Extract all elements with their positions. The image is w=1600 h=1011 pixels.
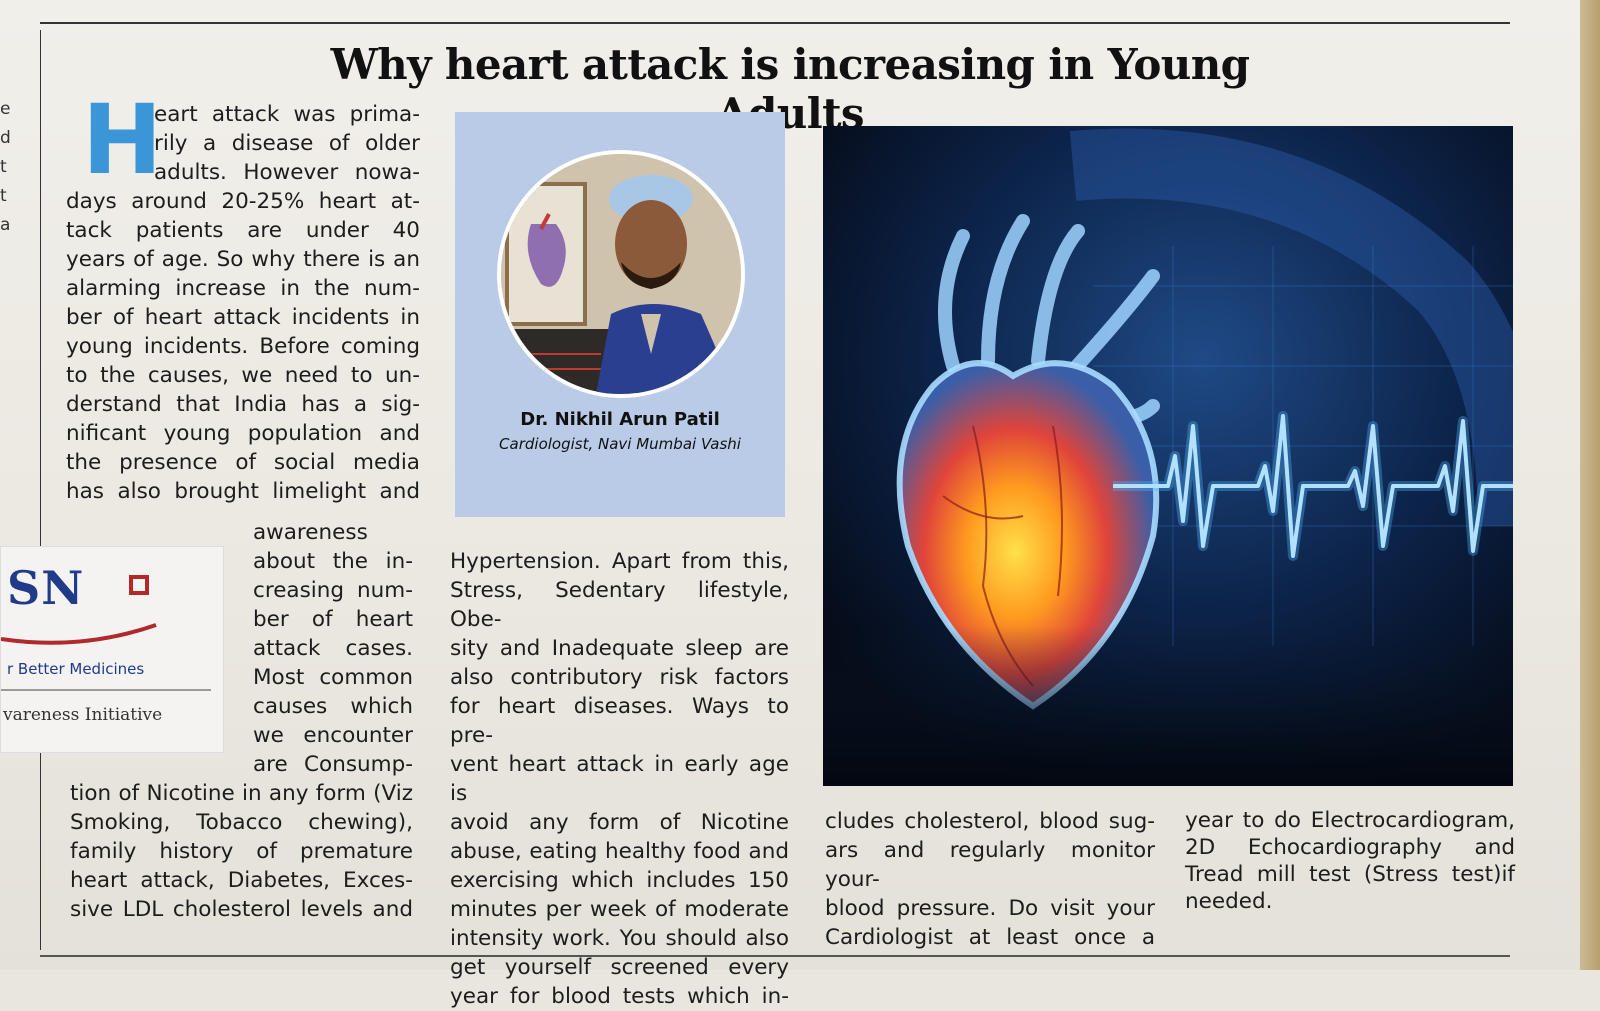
- doctor-photo-box: Dr. Nikhil Arun Patil Cardiologist, Navi…: [455, 112, 785, 517]
- text-line: family history of premature: [70, 839, 413, 864]
- text-line: Stress, Sedentary lifestyle, Obe-: [450, 578, 789, 632]
- column-2: Hypertension. Apart from this, Stress, S…: [450, 547, 789, 1011]
- text-line: year to do Electrocardiogram,: [1185, 808, 1515, 833]
- fragment-text: e: [0, 99, 11, 119]
- ad-divider: [1, 689, 211, 691]
- bottom-rule: [40, 955, 1510, 957]
- text-line: the presence of social media: [66, 450, 420, 475]
- text-line: 2D Echocardiography and: [1185, 835, 1515, 860]
- ad-swoosh-icon: [1, 623, 157, 645]
- text-line: derstand that India has a sig-: [66, 392, 420, 417]
- column-1-middle: awareness about the in- creasing num- be…: [253, 518, 413, 779]
- ad-logo: SN: [7, 561, 85, 615]
- text-line: we encounter: [253, 723, 413, 748]
- text-line: vent heart attack in early age is: [450, 752, 789, 806]
- text-line: for heart diseases. Ways to pre-: [450, 694, 789, 748]
- doctor-title: Cardiologist, Navi Mumbai Vashi: [499, 435, 741, 453]
- text-line: about the in-: [253, 549, 413, 574]
- text-line: rily a disease of older: [154, 131, 420, 156]
- column-3: cludes cholesterol, blood sug- ars and r…: [825, 807, 1155, 952]
- text-line: minutes per week of moderate: [450, 897, 789, 922]
- text-line: years of age. So why there is an: [66, 247, 420, 272]
- text-line: young incidents. Before coming: [66, 334, 420, 359]
- text-line: alarming increase in the num-: [66, 276, 420, 301]
- column-1-bottom: tion of Nicotine in any form (Viz Smokin…: [70, 779, 413, 924]
- text-line: days around 20-25% heart at-: [66, 189, 420, 214]
- text-line: creasing num-: [253, 578, 413, 603]
- text-line: ber of heart: [253, 607, 413, 632]
- text-line: to the causes, we need to un-: [66, 363, 420, 388]
- advertisement-box: SN r Better Medicines vareness Initiativ…: [0, 546, 224, 753]
- article-headline: Why heart attack is increasing in Young …: [330, 40, 1250, 138]
- text-line: causes which: [253, 694, 413, 719]
- fragment-text: d: [0, 128, 11, 148]
- fragment-text: t: [0, 157, 7, 177]
- text-line: heart attack, Diabetes, Exces-: [70, 868, 413, 893]
- text-line: get yourself screened every: [450, 955, 789, 980]
- text-line: nificant young population and: [66, 421, 420, 446]
- adjacent-article-fragment: e d t t a: [0, 95, 12, 240]
- fragment-text: a: [0, 215, 11, 235]
- text-line: are Consump-: [253, 752, 413, 777]
- heart-illustration: [823, 126, 1513, 786]
- ad-tagline: r Better Medicines: [7, 660, 145, 678]
- ad-footer-text: vareness Initiative: [3, 705, 163, 725]
- text-line: ber of heart attack incidents in: [66, 305, 420, 330]
- text-line: adults. However nowa-: [154, 160, 420, 185]
- text-line: Smoking, Tobacco chewing),: [70, 810, 413, 835]
- text-line: sive LDL cholesterol levels and: [70, 897, 413, 922]
- column-1-top: eart attack was prima- rily a disease of…: [66, 100, 420, 506]
- text-line: blood pressure. Do visit your: [825, 896, 1155, 921]
- text-line: intensity work. You should also: [450, 926, 789, 951]
- text-line: tack patients are under 40: [66, 218, 420, 243]
- text-line: Cardiologist at least once a: [825, 925, 1155, 950]
- text-line: attack cases.: [253, 636, 413, 661]
- text-line: year for blood tests which in-: [450, 984, 789, 1009]
- top-rule: [40, 22, 1510, 24]
- text-line: needed.: [1185, 889, 1273, 914]
- doctor-name: Dr. Nikhil Arun Patil: [520, 409, 720, 430]
- text-line: Hypertension. Apart from this,: [450, 549, 789, 574]
- text-line: sity and Inadequate sleep are: [450, 636, 789, 661]
- text-line: avoid any form of Nicotine: [450, 810, 789, 835]
- text-line: Most common: [253, 665, 413, 690]
- fragment-text: t: [0, 186, 7, 206]
- table-edge: [1580, 0, 1600, 970]
- text-line: eart attack was prima-: [154, 102, 420, 127]
- ad-logo-square-icon: [129, 575, 149, 595]
- text-line: ars and regularly monitor your-: [825, 838, 1155, 892]
- text-line: exercising which includes 150: [450, 868, 789, 893]
- text-line: also contributory risk factors: [450, 665, 789, 690]
- text-line: abuse, eating healthy food and: [450, 839, 789, 864]
- text-line: has also brought limelight and: [66, 479, 420, 504]
- text-line: awareness: [253, 520, 368, 545]
- text-line: tion of Nicotine in any form (Viz: [70, 781, 413, 806]
- text-line: Tread mill test (Stress test)if: [1185, 862, 1515, 887]
- left-column-rule: [40, 30, 41, 950]
- doctor-portrait-image: [497, 150, 745, 398]
- column-4: year to do Electrocardiogram, 2D Echocar…: [1185, 807, 1515, 915]
- text-line: cludes cholesterol, blood sug-: [825, 809, 1155, 834]
